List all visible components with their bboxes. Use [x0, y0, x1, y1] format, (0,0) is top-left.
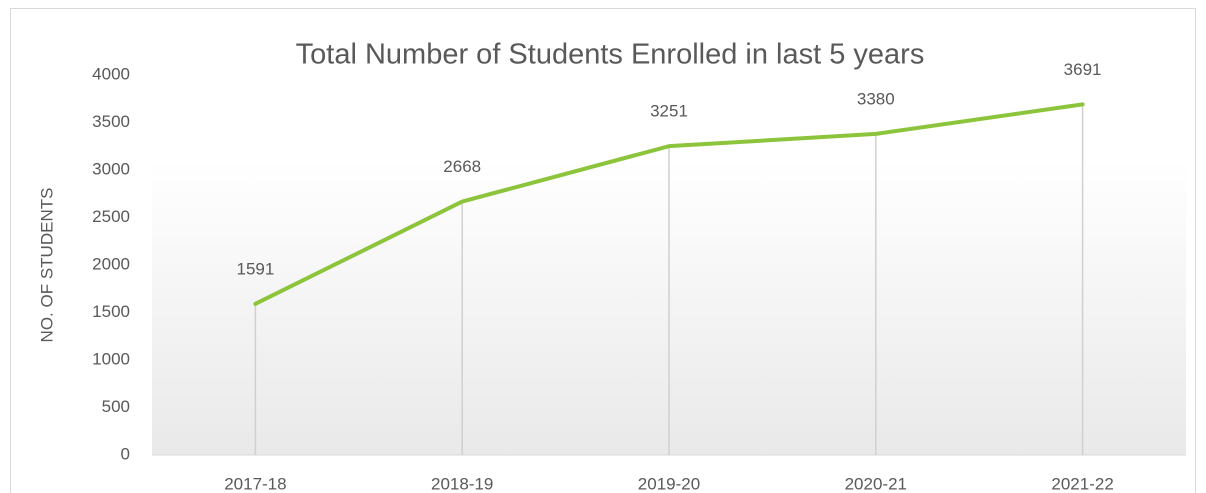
y-tick-label: 0	[121, 444, 130, 463]
y-tick-label: 1000	[92, 349, 130, 368]
data-label: 3691	[1064, 60, 1102, 79]
data-label: 1591	[236, 259, 274, 278]
y-tick-label: 500	[102, 397, 130, 416]
data-label: 3251	[650, 102, 688, 121]
y-tick-label: 2500	[92, 207, 130, 226]
x-tick-label: 2020-21	[845, 474, 907, 493]
series-line	[253, 102, 1085, 306]
y-tick-label: 2000	[92, 254, 130, 273]
x-tick-label: 2018-19	[431, 474, 493, 493]
data-label: 3380	[857, 89, 895, 108]
y-tick-label: 1500	[92, 302, 130, 321]
y-tick-label: 4000	[92, 64, 130, 83]
x-tick-label: 2021-22	[1051, 474, 1113, 493]
y-tick-label: 3500	[92, 112, 130, 131]
y-tick-label: 3000	[92, 159, 130, 178]
x-tick-label: 2019-20	[638, 474, 700, 493]
chart-title: Total Number of Students Enrolled in las…	[296, 39, 925, 71]
y-axis-label: NO. OF STUDENTS	[37, 188, 56, 343]
data-label: 2668	[443, 157, 481, 176]
x-tick-label: 2017-18	[224, 474, 286, 493]
